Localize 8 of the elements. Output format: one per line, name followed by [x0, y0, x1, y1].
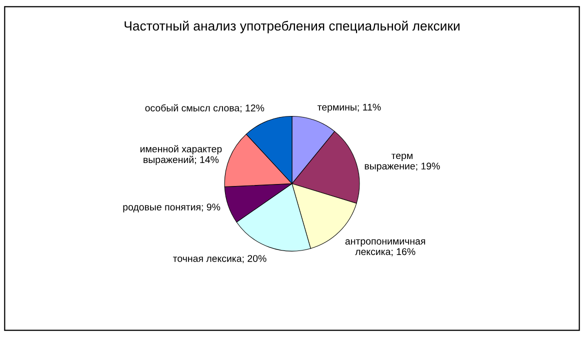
slice-label: родовые понятия; 9% — [123, 204, 220, 212]
slice-label: термины; 11% — [318, 104, 381, 113]
slice-label: особый смысл слова; 12% — [145, 104, 264, 113]
slice-label: точная лексика; 20% — [173, 255, 266, 264]
chart-title: Частотный анализ употребления специальной лексики — [124, 20, 460, 34]
slice-label: терм выражение; 19% — [364, 154, 440, 172]
slice-label: антропонимичная лексика; 16% — [345, 239, 426, 256]
slice-label: именной характер выражений; 14% — [140, 145, 222, 165]
